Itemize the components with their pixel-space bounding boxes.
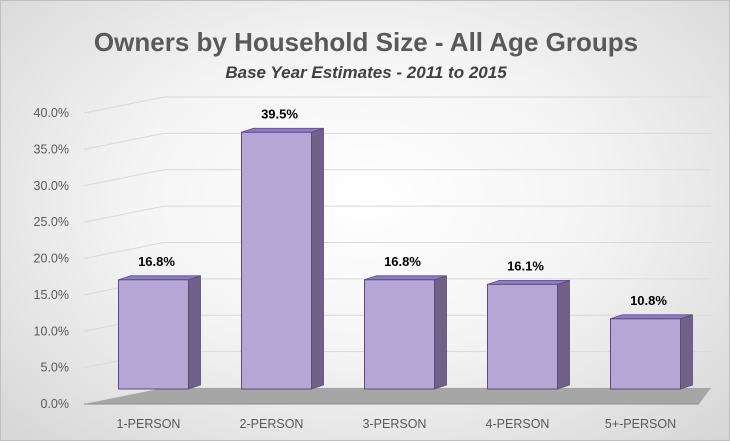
data-label: 16.1% — [507, 258, 544, 273]
bar-side — [188, 275, 201, 390]
y-tick-label: 20.0% — [34, 252, 69, 266]
gridline-diagonal — [83, 242, 165, 259]
y-tick-label: 30.0% — [34, 179, 69, 193]
chart-floor — [84, 388, 711, 404]
gridline-diagonal — [83, 169, 165, 187]
y-tick-label: 25.0% — [34, 215, 69, 229]
data-label: 16.8% — [138, 254, 175, 269]
gridline-diagonal — [83, 205, 165, 223]
bar-side — [680, 314, 693, 390]
bar — [118, 279, 189, 390]
bar — [487, 283, 558, 390]
bar-top — [610, 314, 693, 320]
y-tick-label: 40.0% — [34, 106, 69, 120]
chart-title: Owners by Household Size - All Age Group… — [93, 27, 639, 57]
x-category-label: 5+-PERSON — [605, 417, 676, 431]
x-category-label: 3-PERSON — [363, 417, 427, 431]
x-category-label: 1-PERSON — [117, 417, 181, 431]
data-label: 10.8% — [630, 293, 667, 308]
gridline-diagonal — [83, 96, 165, 114]
y-tick-label: 0.0% — [41, 397, 70, 411]
data-label: 16.8% — [384, 254, 421, 269]
bar-side — [557, 279, 570, 390]
bar — [364, 279, 435, 390]
x-category-label: 2-PERSON — [240, 417, 304, 431]
y-tick-label: 35.0% — [34, 142, 69, 156]
bar-side — [434, 275, 447, 390]
bar-top — [241, 127, 324, 133]
chart-subtitle: Base Year Estimates - 2011 to 2015 — [225, 63, 507, 82]
y-tick-label: 15.0% — [34, 288, 69, 302]
x-category-label: 4-PERSON — [486, 417, 550, 431]
bar-side — [311, 127, 324, 390]
bar — [241, 131, 312, 390]
y-tick-label: 10.0% — [34, 324, 69, 338]
gridline-diagonal — [83, 132, 165, 150]
bar-top — [118, 275, 201, 281]
data-label: 39.5% — [261, 106, 298, 121]
bar-top — [364, 275, 447, 281]
bar — [610, 318, 681, 390]
y-tick-label: 5.0% — [41, 361, 70, 375]
bar-top — [487, 279, 570, 285]
